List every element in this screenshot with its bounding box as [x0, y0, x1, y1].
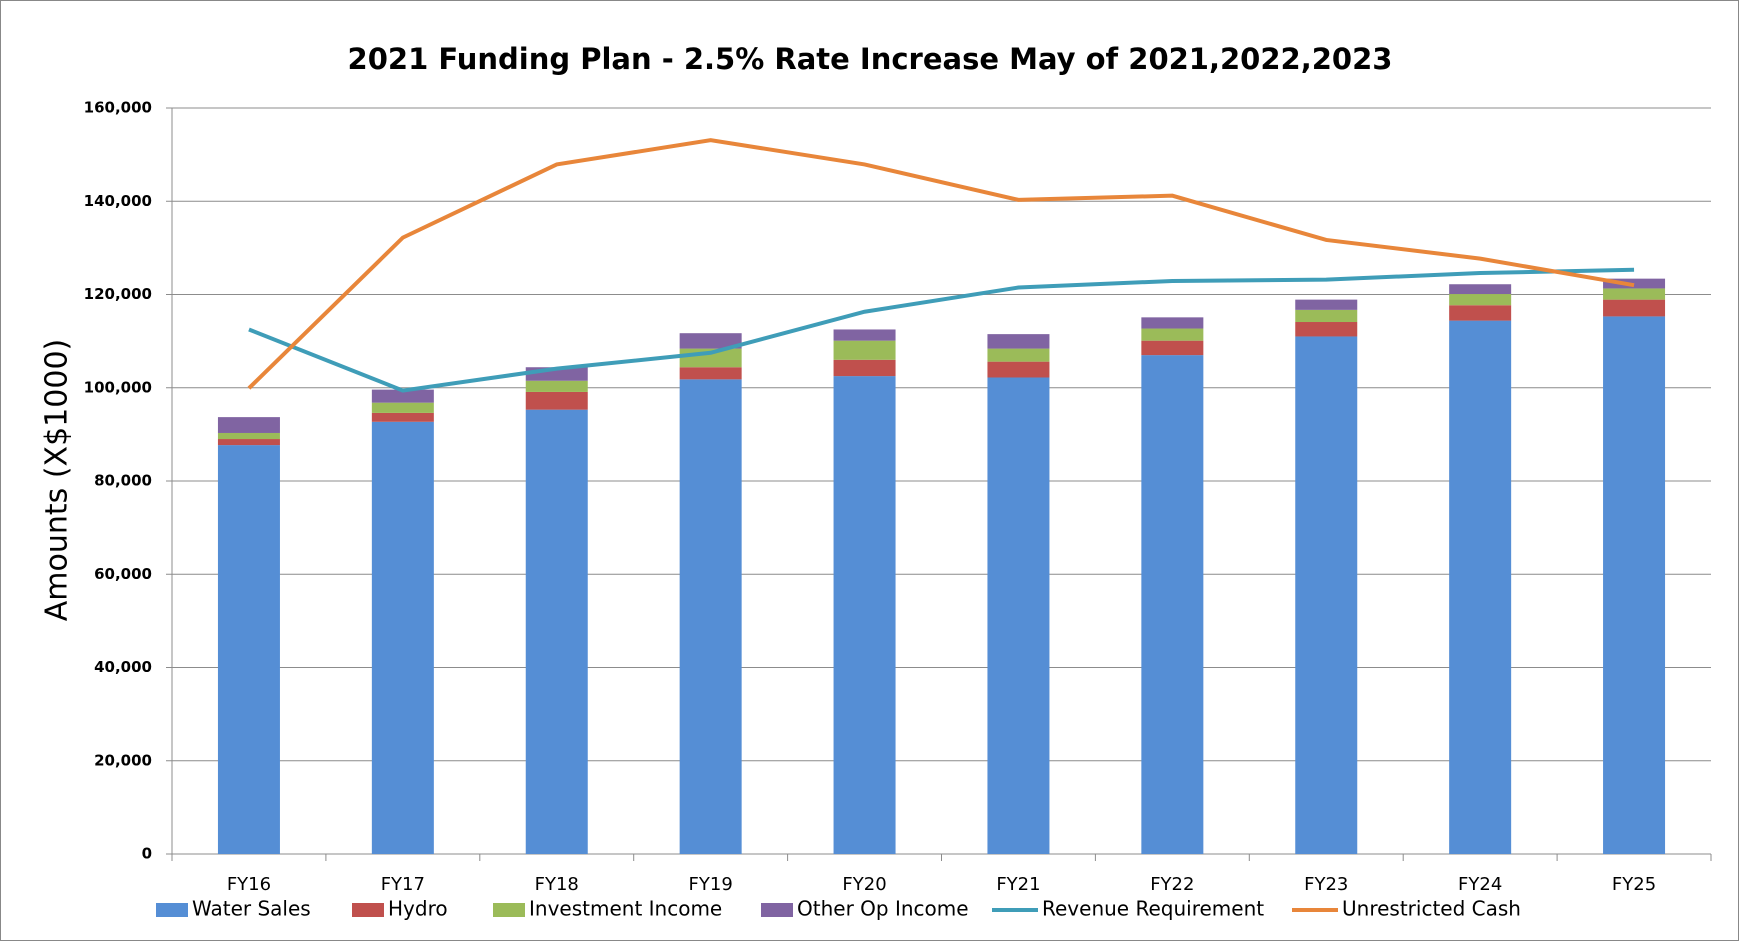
bar-segment	[217, 432, 280, 440]
bar-segment	[371, 402, 434, 413]
bar-segment	[987, 361, 1050, 378]
legend-label: Hydro	[388, 897, 448, 921]
legend-swatch	[761, 903, 793, 917]
bar-segment	[371, 421, 434, 854]
line-series	[247, 138, 1635, 390]
bar-segment	[217, 445, 280, 854]
bar-segment	[1141, 340, 1204, 356]
bar-segment	[1449, 305, 1512, 321]
x-tick-label: FY19	[689, 874, 733, 895]
y-tick-label: 60,000	[94, 565, 152, 583]
bar-segment	[217, 439, 280, 446]
bar-segment	[679, 367, 742, 380]
x-tick-label: FY24	[1458, 874, 1502, 895]
bar-segment	[371, 412, 434, 422]
bar-segment	[525, 380, 588, 392]
bar-segment	[987, 377, 1050, 854]
y-tick-label: 20,000	[94, 751, 152, 769]
legend-swatch	[493, 903, 525, 917]
x-tick-label: FY25	[1612, 874, 1656, 895]
bar-segment	[525, 409, 588, 854]
bar-segment	[833, 340, 896, 360]
bar-segment	[1141, 355, 1204, 854]
bar-segment	[679, 333, 742, 349]
bar-segment	[1603, 288, 1666, 300]
y-tick-label: 80,000	[94, 472, 152, 490]
bar-segment	[1603, 299, 1666, 317]
bar-segment	[987, 334, 1050, 349]
bar-segment	[1141, 317, 1204, 329]
bar-segment	[1603, 316, 1666, 854]
bar-segment	[679, 379, 742, 854]
y-tick-label: 0	[142, 845, 152, 863]
x-tick-label: FY16	[227, 874, 271, 895]
bar-segment	[1141, 328, 1204, 341]
bar-segment	[1295, 322, 1358, 337]
bar-segment	[1449, 294, 1512, 306]
bar-segment	[1449, 284, 1512, 295]
y-tick-label: 120,000	[84, 285, 152, 303]
bar-segment	[217, 417, 280, 433]
y-tick-label: 140,000	[84, 192, 152, 210]
x-tick-label: FY22	[1150, 874, 1194, 895]
line-series	[248, 267, 1635, 393]
bar-segment	[1295, 309, 1358, 323]
bar-segment	[1295, 299, 1358, 310]
legend-label: Unrestricted Cash	[1342, 897, 1521, 921]
y-tick-label: 160,000	[84, 99, 152, 117]
legend-label: Water Sales	[192, 897, 311, 921]
x-tick-label: FY23	[1304, 874, 1348, 895]
bar-segment	[833, 329, 896, 341]
bar-segment	[987, 348, 1050, 362]
y-tick-label: 100,000	[84, 378, 152, 396]
x-tick-label: FY20	[842, 874, 886, 895]
bar-segment	[833, 376, 896, 854]
x-tick-label: FY17	[381, 874, 425, 895]
bar-segment	[1295, 336, 1358, 854]
legend-swatch	[352, 903, 384, 917]
bar-segment	[525, 391, 588, 410]
legend-label: Revenue Requirement	[1042, 897, 1264, 921]
chart-title: 2021 Funding Plan - 2.5% Rate Increase M…	[348, 42, 1393, 76]
y-axis-label: Amounts (X$1000)	[40, 339, 75, 621]
bar-segment	[371, 389, 434, 403]
x-tick-label: FY21	[996, 874, 1040, 895]
bar-segment	[1449, 320, 1512, 854]
legend-label: Other Op Income	[797, 897, 969, 921]
legend-swatch	[156, 903, 188, 917]
bar-segment	[833, 359, 896, 377]
y-tick-label: 40,000	[94, 658, 152, 676]
legend-label: Investment Income	[529, 897, 722, 921]
x-tick-label: FY18	[535, 874, 579, 895]
